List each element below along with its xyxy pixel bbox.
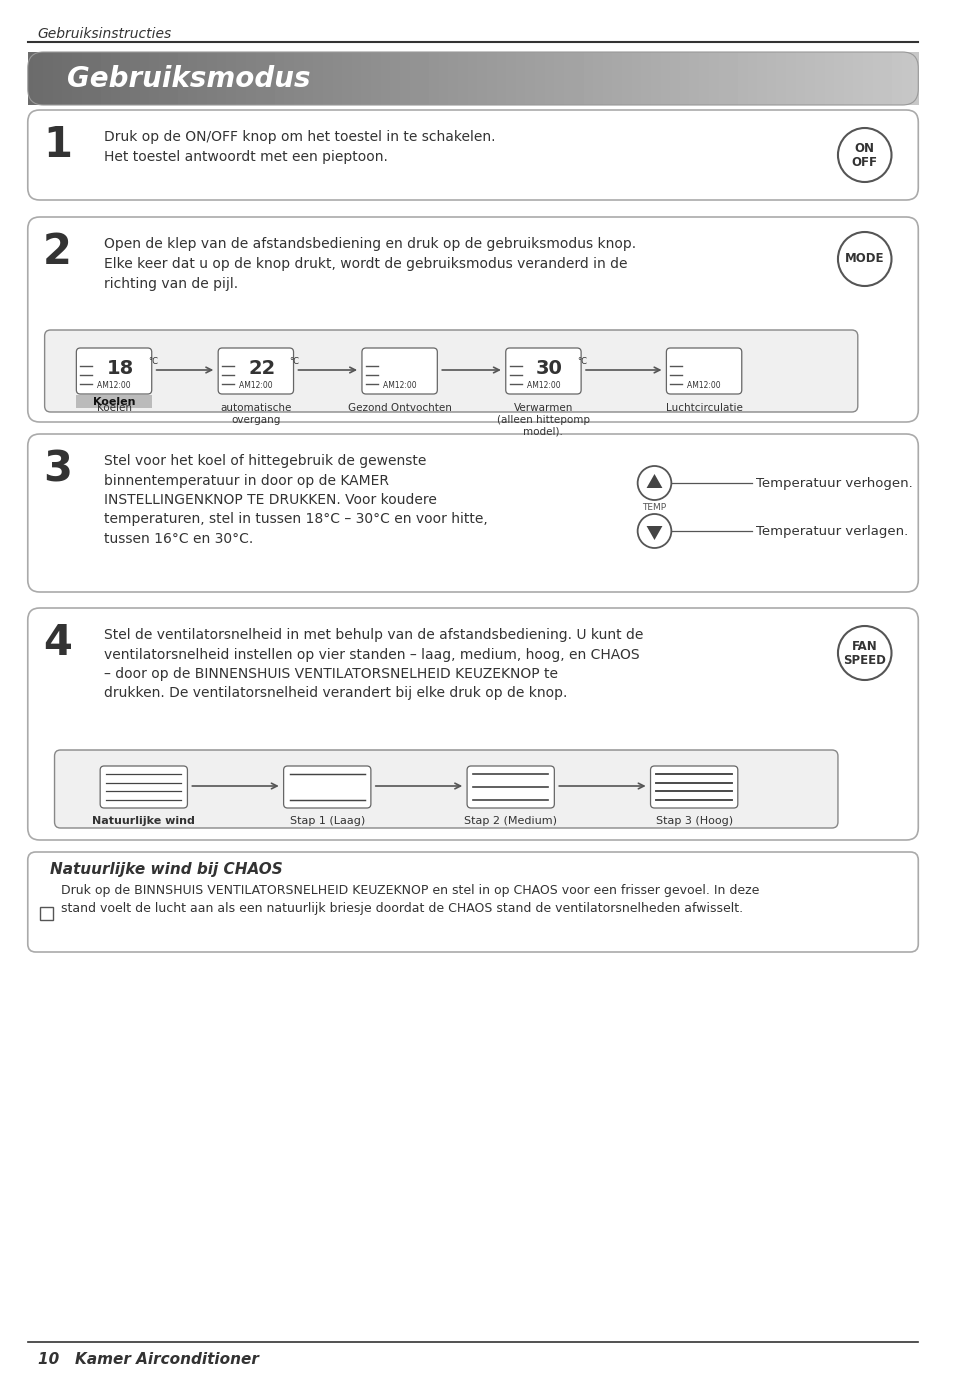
FancyBboxPatch shape bbox=[283, 766, 371, 808]
Bar bbox=[40, 907, 52, 920]
Polygon shape bbox=[646, 475, 661, 489]
Text: Stap 2 (Medium): Stap 2 (Medium) bbox=[464, 816, 557, 826]
Text: INSTELLINGENKNOP TE DRUKKEN. Voor koudere: INSTELLINGENKNOP TE DRUKKEN. Voor kouder… bbox=[104, 493, 436, 507]
Text: AM​12​:​00: AM​12​:​00 bbox=[686, 381, 720, 391]
Text: 10   Kamer Airconditioner: 10 Kamer Airconditioner bbox=[38, 1352, 258, 1368]
Text: Koelen: Koelen bbox=[92, 398, 135, 407]
Text: OFF: OFF bbox=[851, 155, 877, 168]
Text: Stel voor het koel of hittegebruik de gewenste: Stel voor het koel of hittegebruik de ge… bbox=[104, 454, 426, 468]
Text: Gezond Ontvochten: Gezond Ontvochten bbox=[347, 403, 451, 413]
FancyBboxPatch shape bbox=[54, 750, 837, 827]
Text: 2: 2 bbox=[43, 231, 71, 273]
FancyBboxPatch shape bbox=[505, 349, 580, 393]
Text: °C: °C bbox=[290, 357, 299, 365]
Text: 18: 18 bbox=[106, 360, 133, 378]
Text: – door op de BINNENSHUIS VENTILATORSNELHEID KEUZEKNOP te: – door op de BINNENSHUIS VENTILATORSNELH… bbox=[104, 666, 558, 680]
Text: Natuurlijke wind bij CHAOS: Natuurlijke wind bij CHAOS bbox=[50, 862, 282, 876]
Text: °C: °C bbox=[577, 357, 586, 365]
FancyBboxPatch shape bbox=[28, 217, 918, 421]
FancyBboxPatch shape bbox=[467, 766, 554, 808]
FancyBboxPatch shape bbox=[218, 349, 294, 393]
Text: Temperatuur verhogen.: Temperatuur verhogen. bbox=[755, 476, 911, 490]
Text: AM​12​:​00: AM​12​:​00 bbox=[97, 381, 131, 391]
Text: 22: 22 bbox=[248, 360, 275, 378]
Text: temperaturen, stel in tussen 18°C – 30°C en voor hitte,: temperaturen, stel in tussen 18°C – 30°C… bbox=[104, 512, 487, 526]
Text: Stap 3 (Hoog): Stap 3 (Hoog) bbox=[655, 816, 732, 826]
Text: automatische
overgang: automatische overgang bbox=[220, 403, 292, 424]
Text: 1: 1 bbox=[43, 125, 71, 167]
FancyBboxPatch shape bbox=[666, 349, 741, 393]
Text: Stel de ventilatorsnelheid in met behulp van de afstandsbediening. U kunt de: Stel de ventilatorsnelheid in met behulp… bbox=[104, 629, 643, 643]
Text: AM​12​:​00: AM​12​:​00 bbox=[382, 381, 416, 391]
Text: ON: ON bbox=[854, 143, 874, 155]
FancyBboxPatch shape bbox=[100, 766, 187, 808]
Text: Druk op de BINNSHUIS VENTILATORSNELHEID KEUZEKNOP en stel in op CHAOS voor een f: Druk op de BINNSHUIS VENTILATORSNELHEID … bbox=[61, 883, 759, 897]
Text: Het toestel antwoordt met een pieptoon.: Het toestel antwoordt met een pieptoon. bbox=[104, 150, 388, 164]
Text: Elke keer dat u op de knop drukt, wordt de gebruiksmodus veranderd in de: Elke keer dat u op de knop drukt, wordt … bbox=[104, 258, 627, 272]
Circle shape bbox=[837, 127, 890, 182]
Circle shape bbox=[837, 626, 890, 680]
FancyBboxPatch shape bbox=[45, 330, 857, 412]
Text: AM​12​:​00: AM​12​:​00 bbox=[526, 381, 559, 391]
Text: ventilatorsnelheid instellen op vier standen – laag, medium, hoog, en CHAOS: ventilatorsnelheid instellen op vier sta… bbox=[104, 647, 639, 662]
Text: FAN: FAN bbox=[851, 641, 877, 654]
FancyBboxPatch shape bbox=[28, 853, 918, 952]
FancyBboxPatch shape bbox=[28, 111, 918, 200]
Text: Stap 1 (Laag): Stap 1 (Laag) bbox=[290, 816, 364, 826]
Polygon shape bbox=[646, 526, 661, 540]
Text: °C: °C bbox=[148, 357, 157, 365]
Text: binnentemperatuur in door op de KAMER: binnentemperatuur in door op de KAMER bbox=[104, 473, 389, 487]
Text: tussen 16°C en 30°C.: tussen 16°C en 30°C. bbox=[104, 532, 253, 546]
Text: 3: 3 bbox=[43, 448, 71, 490]
Text: drukken. De ventilatorsnelheid verandert bij elke druk op de knop.: drukken. De ventilatorsnelheid verandert… bbox=[104, 686, 567, 700]
Circle shape bbox=[637, 466, 671, 500]
Text: Gebruiksmodus: Gebruiksmodus bbox=[68, 64, 311, 92]
Text: TEMP: TEMP bbox=[641, 503, 666, 511]
Text: Natuurlijke wind: Natuurlijke wind bbox=[92, 816, 195, 826]
Text: 4: 4 bbox=[43, 622, 71, 664]
Text: Luchtcirculatie: Luchtcirculatie bbox=[665, 403, 741, 413]
FancyBboxPatch shape bbox=[76, 349, 152, 393]
FancyBboxPatch shape bbox=[650, 766, 737, 808]
Text: Koelen: Koelen bbox=[96, 403, 132, 413]
Text: 30: 30 bbox=[536, 360, 562, 378]
Text: SPEED: SPEED bbox=[842, 654, 885, 666]
Circle shape bbox=[637, 514, 671, 547]
Text: Open de klep van de afstandsbediening en druk op de gebruiksmodus knop.: Open de klep van de afstandsbediening en… bbox=[104, 237, 636, 251]
Text: Druk op de ON/OFF knop om het toestel in te schakelen.: Druk op de ON/OFF knop om het toestel in… bbox=[104, 130, 496, 144]
Text: stand voelt de lucht aan als een natuurlijk briesje doordat de CHAOS stand de ve: stand voelt de lucht aan als een natuurl… bbox=[61, 902, 742, 916]
FancyBboxPatch shape bbox=[28, 434, 918, 592]
FancyBboxPatch shape bbox=[361, 349, 436, 393]
Text: Gebruiksinstructies: Gebruiksinstructies bbox=[38, 27, 172, 41]
FancyBboxPatch shape bbox=[28, 608, 918, 840]
Text: AM​12​:​00: AM​12​:​00 bbox=[239, 381, 273, 391]
Text: richting van de pijl.: richting van de pijl. bbox=[104, 277, 238, 291]
Text: MODE: MODE bbox=[844, 252, 883, 266]
Text: Verwarmen
(alleen hittepomp
model).: Verwarmen (alleen hittepomp model). bbox=[497, 403, 589, 437]
Circle shape bbox=[837, 232, 890, 286]
Text: Temperatuur verlagen.: Temperatuur verlagen. bbox=[755, 525, 907, 538]
Bar bbox=[76, 395, 152, 407]
